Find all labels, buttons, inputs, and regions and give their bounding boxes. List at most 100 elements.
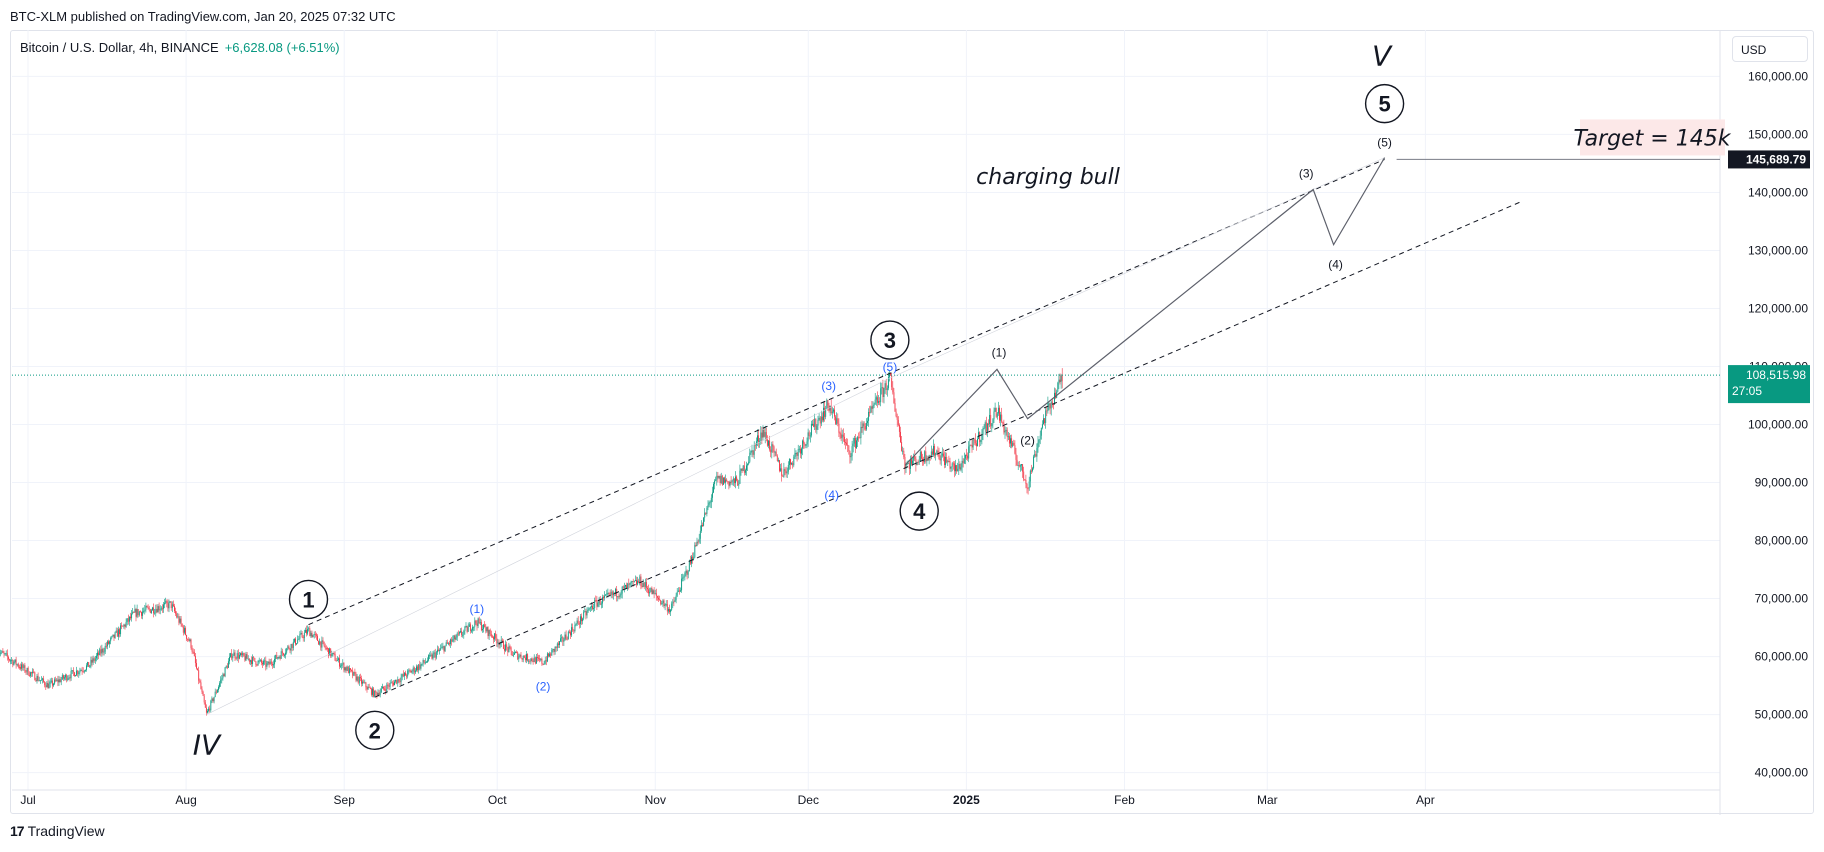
candle-body	[355, 673, 357, 681]
target-highlight	[1580, 119, 1725, 156]
candle-body	[689, 560, 691, 564]
candle-body	[375, 690, 377, 693]
candle-body	[381, 686, 383, 689]
candle-body	[293, 638, 295, 642]
candle-body	[984, 422, 986, 429]
candle-body	[1050, 401, 1052, 409]
candle-body	[1014, 445, 1016, 454]
candle-body	[331, 653, 333, 657]
candle-body	[302, 636, 304, 639]
primary-wave-circle	[870, 320, 910, 360]
candle-body	[960, 467, 962, 470]
candle-body	[823, 407, 824, 421]
candle-body	[535, 657, 537, 664]
candle-body	[710, 497, 712, 503]
intermediate-wave-label: (5)	[883, 360, 898, 374]
candle-body	[310, 632, 312, 637]
candle-body	[785, 470, 787, 474]
candle-body	[939, 458, 941, 461]
candle-body	[683, 576, 685, 578]
candle-body	[726, 479, 728, 482]
price-change: +6,628.08 (+6.51%)	[224, 40, 340, 55]
y-tick-label: 100,000.00	[1748, 418, 1808, 432]
candle-body	[89, 665, 91, 668]
candle-body	[1028, 481, 1030, 489]
candle-body	[219, 683, 221, 687]
candle-body	[42, 678, 43, 680]
candle-body	[728, 481, 730, 486]
candle-body	[207, 710, 208, 713]
candle-body	[518, 656, 520, 660]
candle-body	[898, 425, 900, 432]
candle-body	[711, 492, 713, 498]
candle-body	[639, 576, 641, 583]
candle-body	[832, 409, 834, 412]
currency-button[interactable]: USD	[1732, 36, 1808, 62]
candle-body	[556, 643, 558, 648]
candle-body	[524, 657, 526, 661]
candle-body	[1005, 429, 1007, 431]
candle-body	[540, 658, 542, 661]
candle-body	[879, 401, 881, 403]
candle-body	[1052, 404, 1054, 406]
candle-body	[930, 451, 932, 456]
candle-body	[596, 600, 598, 607]
candle-body	[199, 680, 201, 683]
candle-body	[47, 682, 49, 689]
candle-body	[347, 666, 349, 674]
candle-body	[666, 603, 668, 612]
candle-body	[125, 622, 127, 627]
candle-body	[304, 629, 306, 633]
candle-body	[1055, 392, 1057, 398]
candle-body	[799, 448, 801, 454]
candle-body	[861, 426, 863, 428]
candle-body	[871, 406, 873, 409]
candle-body	[805, 444, 807, 446]
candle-body	[719, 476, 721, 484]
candle-body	[715, 479, 717, 481]
candle-body	[68, 677, 70, 679]
candle-body	[281, 651, 283, 654]
symbol-info[interactable]: Bitcoin / U.S. Dollar, 4h, BINANCE +6,628…	[20, 40, 340, 55]
candle-body	[256, 664, 258, 666]
candle-body	[595, 600, 597, 602]
candle-body	[704, 512, 706, 518]
candle-body	[792, 462, 794, 466]
candle-body	[827, 399, 829, 406]
candle-body	[429, 655, 431, 657]
candle-body	[570, 632, 571, 636]
candle-body	[880, 388, 882, 403]
candle-body	[471, 630, 472, 632]
footer-brand[interactable]: 17 TradingView	[10, 823, 105, 839]
candle-body	[145, 606, 147, 610]
candle-body	[25, 671, 27, 673]
candle-body	[742, 465, 744, 471]
candle-body	[807, 432, 809, 442]
candle-body	[309, 628, 311, 637]
candle-body	[1004, 430, 1006, 433]
candle-body	[319, 641, 321, 645]
candle-body	[684, 572, 686, 577]
candle-body	[852, 443, 854, 447]
candle-body	[1024, 479, 1026, 481]
candle-body	[532, 660, 534, 662]
candle-body	[1016, 459, 1018, 466]
candle-body	[997, 407, 999, 414]
candle-body	[750, 450, 752, 453]
candle-body	[826, 399, 828, 409]
candle-body	[619, 595, 621, 597]
candle-body	[830, 406, 832, 414]
candle-body	[649, 591, 651, 594]
candle-body	[15, 659, 17, 665]
candle-body	[452, 639, 454, 642]
candle-body	[348, 668, 350, 674]
candle-body	[986, 423, 988, 432]
symbol-name[interactable]: Bitcoin / U.S. Dollar, 4h, BINANCE	[20, 40, 219, 55]
candle-body	[1046, 410, 1048, 412]
candle-body	[1007, 436, 1009, 438]
candle-body	[50, 680, 52, 682]
candle-body	[337, 658, 339, 660]
candle-body	[221, 678, 223, 680]
candle-body	[630, 582, 632, 584]
